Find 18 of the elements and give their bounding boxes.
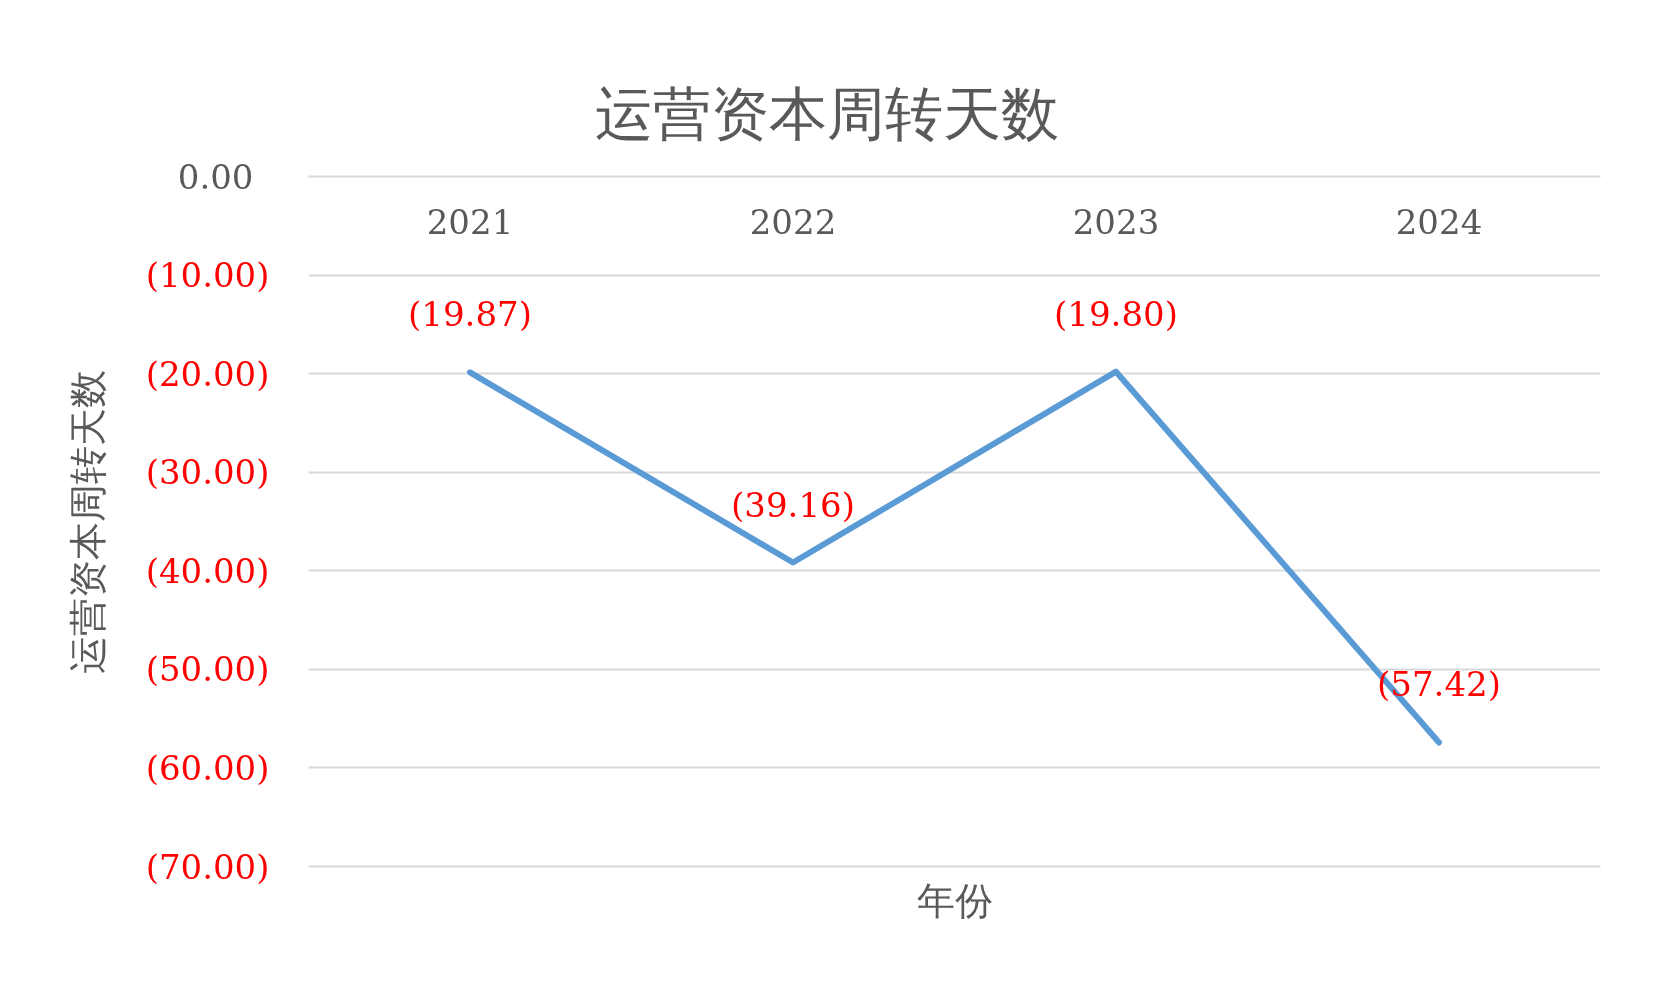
- data-label: (19.87): [408, 294, 532, 335]
- y-tick-label: (60.00): [145, 747, 270, 788]
- data-label: (19.80): [1054, 293, 1178, 334]
- y-tick-label: (40.00): [145, 550, 270, 591]
- chart-title: 运营资本周转天数: [594, 79, 1059, 148]
- y-tick-label: (10.00): [145, 255, 270, 296]
- x-tick-label: 2022: [749, 202, 837, 242]
- y-tick-label: (30.00): [145, 452, 270, 493]
- x-tick-label: 2021: [426, 202, 514, 242]
- y-axis-title: 运营资本周转天数: [65, 369, 110, 674]
- y-tick-label: (20.00): [145, 353, 270, 394]
- y-tick-label: 0.00: [177, 157, 254, 197]
- x-axis-title: 年份: [916, 878, 993, 923]
- x-tick-label: 2024: [1395, 202, 1483, 242]
- data-label: (39.16): [731, 484, 855, 525]
- y-tick-label: (50.00): [145, 649, 270, 690]
- y-tick-label: (70.00): [145, 846, 270, 887]
- x-tick-label: 2023: [1072, 202, 1160, 242]
